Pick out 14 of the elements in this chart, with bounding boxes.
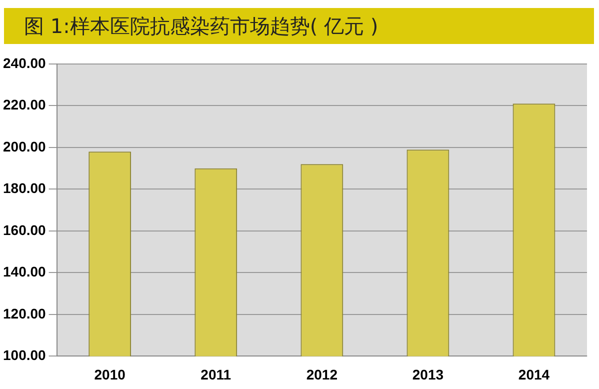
y-tick-label: 240.00 [2,54,46,71]
y-tick-label: 180.00 [2,180,46,196]
chart-title: 图 1:样本医院抗感染药市场趋势( 亿元 ) [4,8,594,44]
x-tick-label: 2011 [200,366,232,382]
x-tick-label: 2014 [518,366,550,382]
x-tick-label: 2010 [94,366,126,382]
y-tick-label: 220.00 [2,96,46,113]
y-tick-label: 140.00 [2,264,46,280]
y-tick-label: 160.00 [2,222,46,238]
y-tick-label: 120.00 [2,305,46,322]
y-tick-label: 100.00 [2,347,46,364]
x-tick-label: 2012 [306,366,338,382]
x-tick-label: 2013 [412,366,444,382]
y-tick-label: 200.00 [2,138,46,154]
